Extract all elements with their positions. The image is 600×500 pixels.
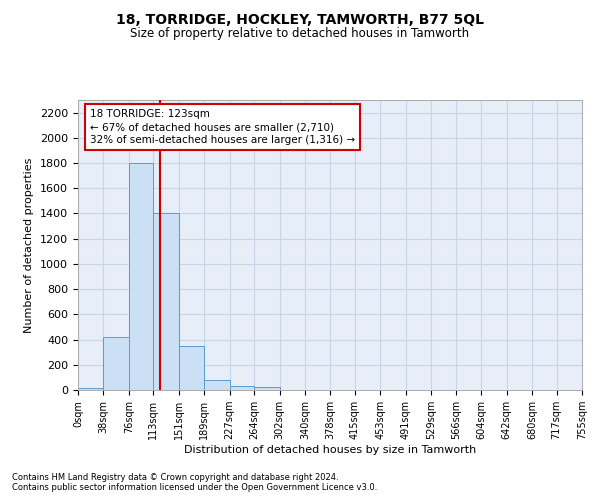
Bar xyxy=(129,163,154,390)
Text: Size of property relative to detached houses in Tamworth: Size of property relative to detached ho… xyxy=(130,28,470,40)
Bar xyxy=(179,346,204,390)
X-axis label: Distribution of detached houses by size in Tamworth: Distribution of detached houses by size … xyxy=(184,445,476,455)
Bar xyxy=(154,214,179,390)
Bar xyxy=(103,337,129,390)
Text: Contains HM Land Registry data © Crown copyright and database right 2024.: Contains HM Land Registry data © Crown c… xyxy=(12,474,338,482)
Bar xyxy=(204,380,230,390)
Text: Contains public sector information licensed under the Open Government Licence v3: Contains public sector information licen… xyxy=(12,484,377,492)
Text: 18 TORRIDGE: 123sqm
← 67% of detached houses are smaller (2,710)
32% of semi-det: 18 TORRIDGE: 123sqm ← 67% of detached ho… xyxy=(90,109,355,145)
Bar xyxy=(254,388,280,390)
Bar xyxy=(230,386,254,390)
Text: 18, TORRIDGE, HOCKLEY, TAMWORTH, B77 5QL: 18, TORRIDGE, HOCKLEY, TAMWORTH, B77 5QL xyxy=(116,12,484,26)
Bar xyxy=(78,388,103,390)
Y-axis label: Number of detached properties: Number of detached properties xyxy=(25,158,34,332)
